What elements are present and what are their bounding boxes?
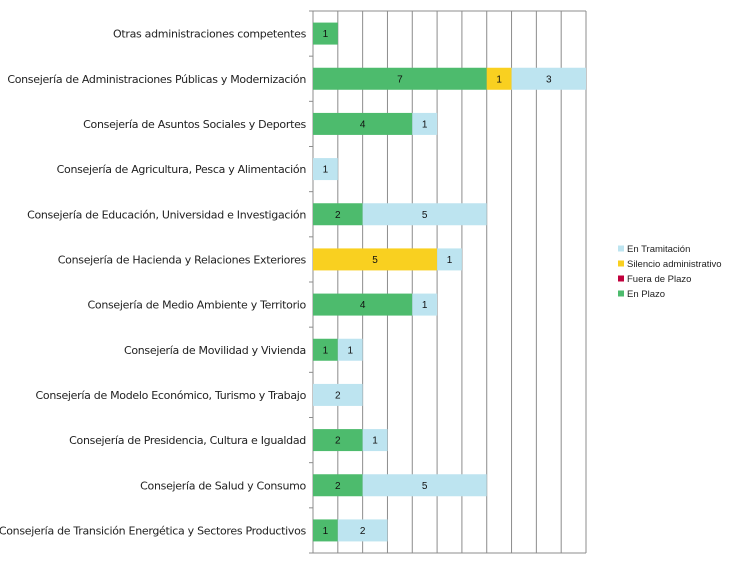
category-label: Consejería de Agricultura, Pesca y Alime… [57,163,307,176]
bar-segment [313,429,363,452]
category-label: Consejería de Educación, Universidad e I… [27,208,306,221]
data-label: 2 [335,390,341,401]
data-label: 1 [422,119,428,130]
bar-segment [313,112,413,135]
data-label: 7 [397,74,403,85]
data-label: 1 [447,255,453,266]
category-label: Consejería de Modelo Económico, Turismo … [36,389,307,402]
data-label: 2 [335,481,341,492]
bar-segment [362,429,388,452]
bar-segment [313,203,363,226]
bars: 17 1 34 112 55 14 11 122 12 51 2 [313,22,586,542]
data-label: 5 [422,210,428,221]
legend-swatch [618,260,624,267]
legend-swatch [618,275,624,282]
data-label: 2 [335,210,341,221]
data-label: 1 [323,526,329,537]
bar-segment [313,383,363,406]
legend-label: En Tramitación [627,244,690,255]
bar-segment [313,67,487,90]
legend: En Tramitación Silencio administrativo Fue… [618,244,722,300]
category-label: Consejería de Presidencia, Cultura e Igu… [69,434,306,447]
data-label: 5 [422,481,428,492]
bar-segment [437,248,462,271]
data-label: 1 [323,345,329,356]
category-label: Consejería de Hacienda y Relaciones Exte… [58,253,307,266]
bar-segment [313,248,438,271]
data-label: 4 [360,300,366,311]
data-label: 1 [323,165,329,176]
data-label: 2 [335,436,341,447]
data-label: 1 [372,436,378,447]
category-label: Consejería de Medio Ambiente y Territori… [88,299,307,312]
bar-segment [412,293,438,316]
bar-segment [412,112,438,135]
data-label: 5 [372,255,378,266]
bar-segment [313,474,363,497]
legend-swatch [618,290,624,297]
bar-segment [313,519,338,542]
bar-segment [313,338,338,361]
bar-segment [511,67,586,90]
data-label: 2 [360,526,366,537]
bar-segment [313,293,413,316]
bar-segment [362,203,487,226]
data-label: 3 [546,74,552,85]
legend-label: Silencio administrativo [627,259,722,270]
bar-segment [486,67,512,90]
category-label: Otras administraciones competentes [113,28,307,41]
data-label: 1 [323,29,329,40]
data-label: 1 [496,74,502,85]
category-label: Consejería de Asuntos Sociales y Deporte… [83,118,306,131]
data-label: 4 [360,119,366,130]
legend-label: Fuera de Plazo [627,274,691,285]
data-label: 1 [347,345,353,356]
legend-label: En Plazo [627,289,665,300]
gridlines [309,10,587,554]
category-label: Consejería de Transición Energética y Se… [0,524,307,537]
category-label: Consejería de Administraciones Públicas … [7,73,306,86]
bar-segment [337,519,388,542]
category-labels: Otras administraciones competentes Consej… [0,28,307,538]
bar-segment [362,474,487,497]
bar-segment [313,22,338,45]
bar-segment [337,338,363,361]
category-label: Consejería de Movilidad y Vivienda [124,344,306,357]
legend-swatch [618,245,624,252]
category-label: Consejería de Salud y Consumo [140,479,306,492]
bar-segment [313,158,338,181]
data-label: 1 [422,300,428,311]
